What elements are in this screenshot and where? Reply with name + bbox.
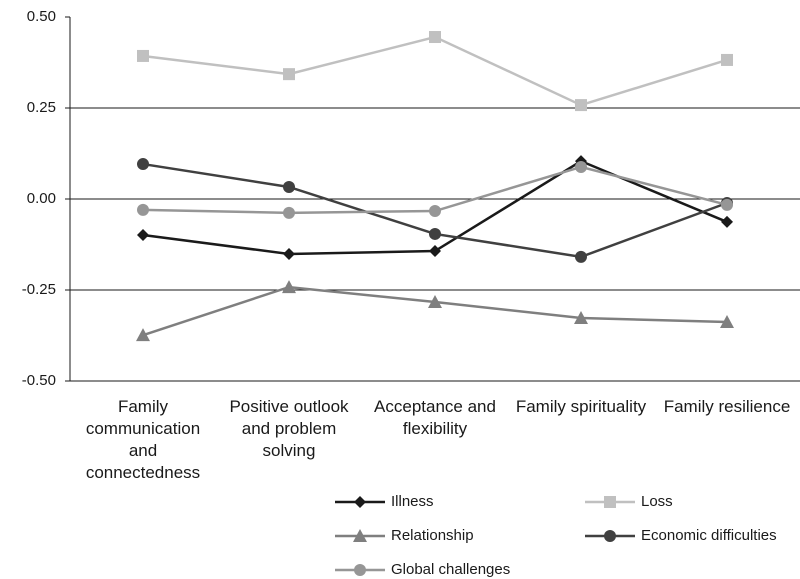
data-point <box>137 49 149 62</box>
x-tick-label: Family spirituality <box>515 397 647 416</box>
data-point <box>574 311 588 325</box>
series-line <box>142 35 728 107</box>
legend-label: Economic difficulties <box>641 527 777 544</box>
data-point <box>429 227 441 240</box>
legend-marker <box>353 529 367 542</box>
x-tick-label: Family communication and connectedness <box>85 397 201 482</box>
data-point <box>136 328 150 342</box>
x-tick-label: Positive outlook and problem solving <box>229 397 349 460</box>
y-tick-label: 0.50 <box>27 8 56 25</box>
data-point <box>575 250 587 263</box>
y-tick-label: -0.50 <box>22 372 56 389</box>
data-point <box>283 68 295 81</box>
data-point <box>283 247 295 260</box>
data-point <box>429 245 441 258</box>
y-tick-label: 0.00 <box>27 190 56 207</box>
data-point <box>283 206 295 219</box>
legend-marker <box>354 496 366 508</box>
data-point <box>721 53 733 66</box>
x-tick-label: Acceptance and flexibility <box>374 397 496 438</box>
data-point <box>428 295 442 309</box>
legend-label: Global challenges <box>391 561 510 578</box>
data-point <box>282 280 296 294</box>
series-line <box>142 285 728 337</box>
data-point <box>575 99 587 112</box>
data-point <box>575 160 587 173</box>
legend-label: Relationship <box>391 527 474 544</box>
legend-label: Loss <box>641 493 673 510</box>
legend-marker <box>354 564 366 576</box>
data-point <box>720 315 734 329</box>
data-point <box>429 205 441 218</box>
data-point <box>721 215 733 228</box>
data-point <box>429 31 441 44</box>
data-point <box>137 229 149 242</box>
y-tick-label: -0.25 <box>22 281 56 298</box>
data-point <box>137 158 149 171</box>
legend-marker <box>604 496 616 508</box>
data-point <box>721 198 733 211</box>
data-point <box>283 180 295 193</box>
data-point <box>137 203 149 216</box>
x-tick-label: Family resilience <box>663 397 791 416</box>
y-tick-label: 0.25 <box>27 99 56 116</box>
legend-label: Illness <box>391 493 434 510</box>
legend-marker <box>604 530 616 542</box>
